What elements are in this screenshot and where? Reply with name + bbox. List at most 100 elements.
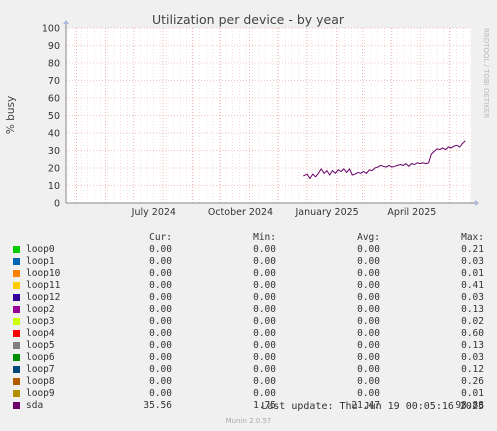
legend-header: Cur: Min: Avg: Max:: [0, 232, 497, 244]
legend-avg: 0.00: [357, 268, 380, 279]
legend-min: 0.00: [253, 244, 276, 255]
legend-row: loop12 0.00 0.00 0.00 0.03: [0, 292, 497, 304]
legend-cur: 0.00: [149, 328, 172, 339]
chart: Utilization per device - by year % busy …: [5, 12, 490, 218]
legend-min: 0.00: [253, 328, 276, 339]
x-tick-label: April 2025: [387, 207, 436, 218]
legend-name: loop1: [26, 256, 55, 267]
legend-min: 0.00: [253, 304, 276, 315]
legend-avg: 0.00: [357, 364, 380, 375]
x-axis-arrow: [475, 200, 479, 206]
legend-name: loop6: [26, 352, 55, 363]
legend-name: loop3: [26, 316, 55, 327]
legend-max: 0.02: [461, 316, 484, 327]
legend-swatch: [13, 402, 20, 409]
legend-header-min: Min:: [253, 232, 276, 243]
legend-row: loop1 0.00 0.00 0.00 0.03: [0, 256, 497, 268]
legend-max: 98.88: [455, 400, 484, 411]
legend-avg: 21.47: [351, 400, 380, 411]
legend-cur: 0.00: [149, 244, 172, 255]
y-axis-arrow: [63, 20, 69, 24]
legend-min: 0.00: [253, 352, 276, 363]
legend-swatch: [13, 246, 20, 253]
legend-cur: 0.00: [149, 292, 172, 303]
legend-header-max: Max:: [461, 232, 484, 243]
legend-max: 0.21: [461, 244, 484, 255]
grid: [66, 27, 471, 203]
legend-swatch: [13, 270, 20, 277]
legend-max: 0.41: [461, 280, 484, 291]
legend-cur: 0.00: [149, 364, 172, 375]
legend-name: sda: [26, 400, 44, 411]
legend-row: loop5 0.00 0.00 0.00 0.13: [0, 340, 497, 352]
legend-row: loop2 0.00 0.00 0.00 0.13: [0, 304, 497, 316]
legend-cur: 35.56: [143, 400, 172, 411]
series-line-sda: [303, 140, 466, 180]
x-tick-label: October 2024: [208, 207, 273, 218]
legend-avg: 0.00: [357, 376, 380, 387]
legend-avg: 0.00: [357, 280, 380, 291]
last-update: Last update: Thu Jun 19 00:05:16 2025: [261, 401, 484, 412]
legend-row: loop10 0.00 0.00 0.00 0.01: [0, 268, 497, 280]
watermark: RRDTOOL / TOBI OETIKER: [482, 28, 490, 118]
legend-name: loop0: [26, 244, 55, 255]
legend-row: loop9 0.00 0.00 0.00 0.01: [0, 388, 497, 400]
legend-name: loop4: [26, 328, 55, 339]
legend-avg: 0.00: [357, 256, 380, 267]
legend-min: 1.75: [253, 400, 276, 411]
y-tick-label: 20: [48, 164, 60, 175]
legend-row: loop8 0.00 0.00 0.00 0.26: [0, 376, 497, 388]
legend-header-cur: Cur:: [149, 232, 172, 243]
x-tick-label: July 2024: [131, 207, 176, 218]
legend-name: loop11: [26, 280, 61, 291]
axes: [63, 20, 479, 206]
legend-swatch: [13, 306, 20, 313]
y-tick-label: 10: [48, 181, 60, 192]
legend-cur: 0.00: [149, 268, 172, 279]
legend-row: loop0 0.00 0.00 0.00 0.21: [0, 244, 497, 256]
y-axis-label: % busy: [5, 96, 17, 134]
legend-min: 0.00: [253, 376, 276, 387]
legend-max: 0.12: [461, 364, 484, 375]
legend-row: loop4 0.00 0.00 0.00 0.60: [0, 328, 497, 340]
legend-name: loop9: [26, 388, 55, 399]
y-tick-label: 100: [42, 24, 60, 35]
legend-swatch: [13, 330, 20, 337]
legend-cur: 0.00: [149, 304, 172, 315]
legend-swatch: [13, 258, 20, 265]
legend-avg: 0.00: [357, 316, 380, 327]
legend-avg: 0.00: [357, 292, 380, 303]
legend-row: loop3 0.00 0.00 0.00 0.02: [0, 316, 497, 328]
legend-min: 0.00: [253, 256, 276, 267]
legend-name: loop5: [26, 340, 55, 351]
legend-cur: 0.00: [149, 316, 172, 327]
legend-name: loop12: [26, 292, 61, 303]
munin-version: Munin 2.0.57: [225, 417, 272, 425]
legend-min: 0.00: [253, 316, 276, 327]
y-tick-label: 60: [48, 94, 60, 105]
y-tick-label: 30: [48, 146, 60, 157]
legend-max: 0.13: [461, 304, 484, 315]
legend-row: loop7 0.00 0.00 0.00 0.12: [0, 364, 497, 376]
legend-cur: 0.00: [149, 256, 172, 267]
legend-min: 0.00: [253, 268, 276, 279]
legend-avg: 0.00: [357, 352, 380, 363]
legend-name: loop10: [26, 268, 61, 279]
legend-row: loop6 0.00 0.00 0.00 0.03: [0, 352, 497, 364]
legend-max: 0.01: [461, 388, 484, 399]
y-tick-label: 0: [54, 199, 60, 210]
legend-avg: 0.00: [357, 340, 380, 351]
plot-background: [66, 28, 471, 203]
legend-cur: 0.00: [149, 352, 172, 363]
legend-header-avg: Avg:: [357, 232, 380, 243]
x-tick-labels: July 2024 October 2024 January 2025 April 2…: [131, 207, 437, 218]
legend-max: 0.01: [461, 268, 484, 279]
legend-avg: 0.00: [357, 388, 380, 399]
legend-max: 0.13: [461, 340, 484, 351]
legend-name: loop7: [26, 364, 55, 375]
legend-swatch: [13, 354, 20, 361]
legend-avg: 0.00: [357, 244, 380, 255]
y-tick-label: 90: [48, 41, 60, 52]
legend-swatch: [13, 366, 20, 373]
legend-cur: 0.00: [149, 388, 172, 399]
